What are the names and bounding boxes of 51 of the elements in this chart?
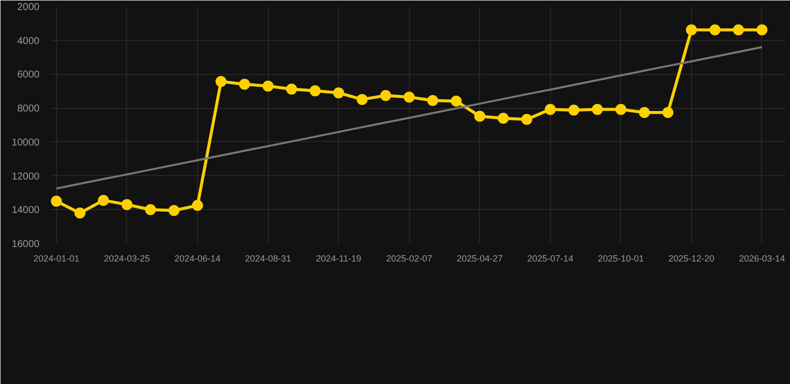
point	[404, 92, 415, 103]
x-tick-label: 2026-03-14	[738, 254, 786, 264]
point	[592, 104, 603, 115]
x-tick-label: 2025-02-07	[386, 254, 432, 264]
point	[192, 200, 203, 211]
point	[239, 78, 250, 90]
point	[638, 106, 650, 118]
point	[521, 114, 532, 125]
y-tick-label: 8000	[17, 104, 40, 115]
point	[310, 85, 321, 96]
y-tick-label: 16000	[12, 239, 40, 250]
y-tick-label: 6000	[17, 70, 40, 81]
point	[168, 205, 180, 216]
x-tick-label: 2025-07-14	[527, 254, 574, 264]
x-tick-label: 2024-01-01	[33, 254, 80, 264]
x-tick-label: 2025-12-20	[668, 254, 714, 264]
y-tick-label: 10000	[12, 137, 40, 148]
point	[615, 104, 626, 115]
x-tick-label: 2024-11-19	[316, 254, 362, 264]
line-series	[55, 46, 763, 190]
point	[50, 196, 62, 207]
x-tick-label: 2024-08-31	[245, 254, 292, 264]
y-tick-label: 14000	[12, 205, 40, 216]
point	[732, 24, 744, 36]
x-tick-label: 2024-03-25	[104, 254, 150, 264]
point	[286, 84, 298, 95]
point	[98, 194, 109, 206]
x-tick-label: 2025-04-27	[456, 254, 503, 264]
point	[662, 106, 674, 118]
point	[686, 24, 697, 36]
point	[544, 104, 556, 115]
point	[709, 24, 720, 36]
point	[380, 90, 392, 102]
point	[216, 76, 227, 87]
point	[333, 87, 344, 98]
point	[144, 204, 156, 216]
point	[450, 96, 462, 107]
x-tick-label: 2024-06-14	[174, 254, 221, 264]
y-tick-label: 12000	[12, 171, 40, 182]
point	[756, 24, 768, 36]
point	[474, 110, 486, 122]
point	[121, 199, 132, 210]
point	[74, 208, 86, 219]
point	[568, 104, 580, 116]
point	[498, 112, 509, 124]
y-tick-label: 4000	[17, 36, 40, 47]
point	[427, 94, 438, 106]
point	[356, 94, 368, 105]
y-tick-label: 2000	[17, 2, 40, 13]
x-tick-label: 2025-10-01	[598, 254, 644, 264]
point	[262, 80, 274, 92]
